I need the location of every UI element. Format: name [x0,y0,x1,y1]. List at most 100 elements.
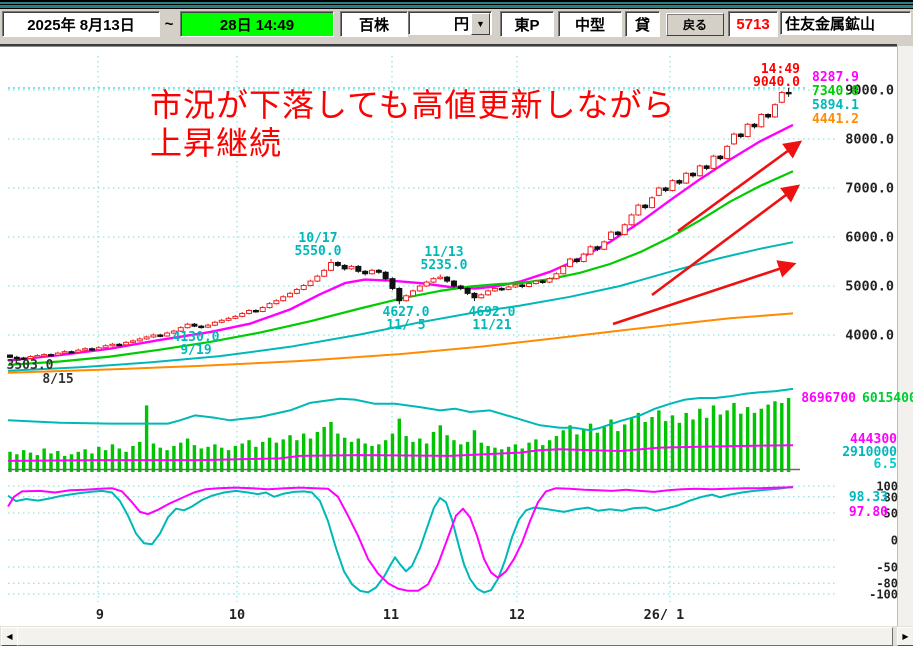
scroll-right-icon[interactable]: ▶ [897,627,913,646]
candle-body [287,292,294,298]
stock-name-field[interactable]: 住友金属鉱山 [780,11,911,35]
stock-code-field[interactable]: 5713 [728,11,778,37]
candle-body [177,327,184,332]
candle-body [280,296,287,302]
candle-body [198,325,205,329]
current-datetime-field[interactable]: 28日 14:49 [180,11,334,37]
candle-body [573,258,580,262]
volume-bar [650,417,654,472]
volume-bar [390,433,395,472]
scroll-left-icon[interactable]: ◀ [1,627,18,646]
volume-bar [138,441,142,472]
chart-label: 7340.8 [812,84,859,99]
volume-bar [247,440,251,472]
volume-bar [438,425,442,472]
volume-bar [377,444,381,472]
candle-body [532,280,539,285]
volume-bar [752,412,757,472]
candle-body [47,354,54,357]
candle-body [314,275,321,282]
candle-body [444,276,451,282]
volume-bar [131,445,135,472]
chart-label: 2910000 [842,445,897,460]
candle-body [635,204,642,216]
candle-body [129,340,136,343]
candle-body [662,187,669,191]
currency-label: 円 [453,15,469,33]
chart-label: 5550.0 [295,244,342,259]
candle-body [68,351,75,354]
chart-label: 26/ 1 [644,607,685,623]
volume-bar [629,417,634,472]
chart-label: 9040.0 [753,75,800,90]
volume-bar [643,421,647,472]
volume-bar [445,435,449,472]
chart-label: 4692.0 [469,305,516,320]
volume-bar [704,417,709,472]
gridlines [8,56,836,602]
candle-body [273,300,280,305]
volume-bar [623,424,627,472]
currency-combobox[interactable]: 円 ▼ [408,11,492,35]
volume-bar [684,412,688,472]
volume-bar [35,455,40,472]
chart-label: 10 [229,607,245,623]
chart-label: 12 [509,607,525,623]
candle-body [307,280,314,287]
volume-bar [404,436,408,472]
back-button-label: 戻る [682,18,707,32]
candle-body [560,265,567,275]
date-to-label: 28日 14:49 [219,16,295,34]
candle-body [485,290,492,296]
scrollbar-thumb[interactable] [17,627,893,646]
candles [7,88,792,360]
back-button[interactable]: 戻る [666,13,724,36]
left-arrow-glyph: ◀ [6,632,13,641]
analyst-annotation: 市況が下落しても高値更新しながら 上昇継続 [150,86,675,162]
candle-body [608,231,615,240]
candle-body [368,269,375,275]
chart-label: 4441.2 [812,112,859,127]
volume-bar [288,435,292,472]
date-range-field[interactable]: 2025年 8月13日 [2,11,160,37]
chart-label: 80 [884,490,898,504]
stock-code-label: 5713 [736,15,770,33]
candle-body [102,345,109,349]
chevron-down-icon[interactable]: ▼ [471,13,490,35]
candle-body [211,321,218,326]
volume-bar [670,415,675,472]
chart-label: 11/13 [424,245,463,260]
right-scrollbar-track[interactable] [897,46,913,626]
candle-body [649,197,656,209]
candle-body [116,343,123,347]
candle-body [334,261,341,266]
candle-body [82,348,89,351]
chart-label: 6.5 [874,457,897,472]
horizontal-scrollbar[interactable]: ◀ ▶ [0,626,913,646]
volume-bar [602,426,606,472]
volume-bar [554,436,559,472]
margin-flag-label: 貸 [634,16,650,34]
candle-body [471,292,478,299]
volume-bar [363,443,367,472]
chart-label: 5894.1 [812,98,859,113]
candle-body [13,356,20,360]
volume-bar [185,438,190,472]
volume-bar [493,447,497,472]
volume-bar [179,442,183,472]
candle-body [123,341,130,346]
candle-body [710,155,717,169]
volume-bar [513,444,518,472]
chart-label: 11/21 [472,318,511,333]
candle-body [355,265,362,272]
candle-body [136,338,143,342]
window-top-band [0,0,913,9]
candle-body [430,278,437,283]
chart-label: 5000.0 [845,279,894,295]
candle-body [778,91,785,103]
chart-label: -50 [876,561,898,575]
candle-body [266,303,273,309]
annotation-line1: 市況が下落しても高値更新しながら [150,87,676,123]
